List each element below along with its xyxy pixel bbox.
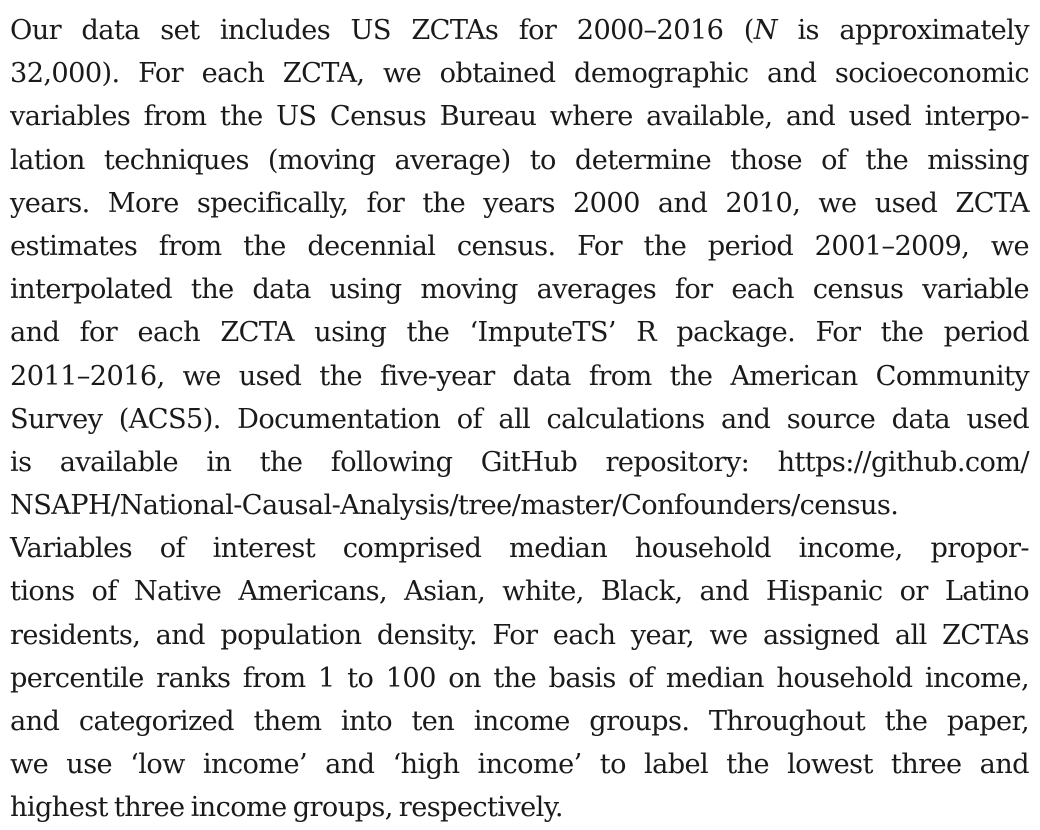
text-line-13: Variables of interest comprised median h… bbox=[10, 533, 1030, 565]
text-line-2: 32,000). For each ZCTA, we obtained demo… bbox=[10, 58, 1030, 90]
text-line-18: we use ‘low income’ and ‘high income’ to… bbox=[10, 749, 1030, 781]
text-line-16: percentile ranks from 1 to 100 on the ba… bbox=[10, 662, 1030, 694]
text-line-17: and categorized them into ten income gro… bbox=[10, 706, 1030, 737]
text-line-9: 2011–2016, we used the five-year data fr… bbox=[10, 360, 1030, 392]
text-line-1: Our data set includes US ZCTAs for 2000–… bbox=[10, 15, 1030, 46]
text-line-10: Survey (ACS5). Documentation of all calc… bbox=[10, 403, 1030, 435]
text-line-4: lation techniques (moving average) to de… bbox=[10, 144, 1030, 176]
text-line-5: years. More specifically, for the years … bbox=[10, 187, 1030, 219]
text-line-14: tions of Native Americans, Asian, white,… bbox=[10, 576, 1030, 608]
text-line-8: and for each ZCTA using the ‘ImputeTS’ R… bbox=[10, 317, 1030, 349]
text-line-15: residents, and population density. For e… bbox=[10, 619, 1030, 651]
italic-n: N bbox=[753, 15, 778, 46]
text-line-12: NSAPH/National-Causal-Analysis/tree/mast… bbox=[10, 490, 899, 522]
text-line-11: is available in the following GitHub rep… bbox=[10, 446, 1030, 478]
text-line-3: variables from the US Census Bureau wher… bbox=[10, 101, 1030, 133]
text-line-6: estimates from the decennial census. For… bbox=[10, 230, 1030, 262]
text-line-7: interpolated the data using moving avera… bbox=[10, 274, 1030, 306]
body-paragraph: Our data set includes US ZCTAs for 2000–… bbox=[10, 9, 1030, 830]
text-line-19: highest three income groups, respectivel… bbox=[10, 792, 564, 824]
